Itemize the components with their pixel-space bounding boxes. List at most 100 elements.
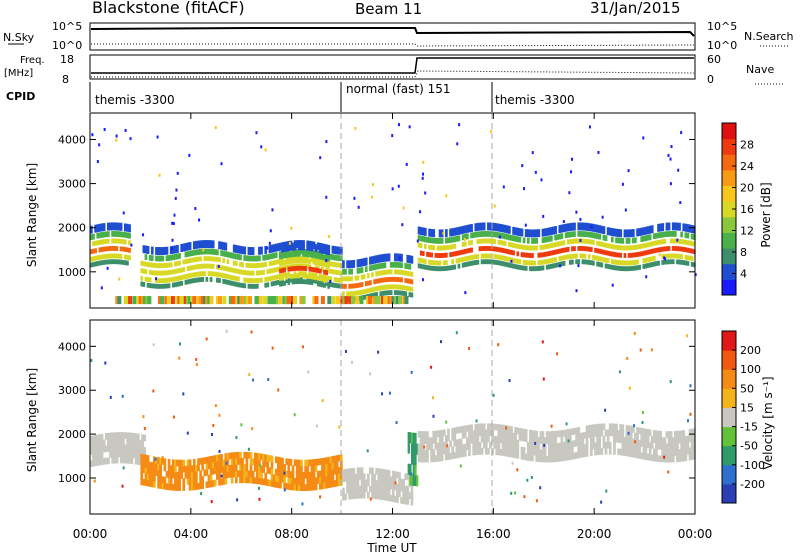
power-cell (665, 253, 669, 259)
power-cell (631, 245, 635, 251)
velocity-cell (146, 461, 150, 468)
power-cell (419, 263, 423, 269)
velocity-cell (688, 435, 692, 442)
power-cell (497, 223, 501, 232)
power-cell (600, 262, 604, 268)
velocity-cell (153, 468, 156, 476)
power-cell (348, 268, 351, 275)
power-cell (402, 270, 405, 276)
power-cell (283, 243, 286, 252)
power-cell (531, 266, 534, 272)
power-cell (592, 239, 595, 245)
power-cell (249, 247, 253, 256)
velocity-cell (432, 455, 436, 463)
power-cell (377, 254, 381, 263)
velocity-cell (167, 465, 171, 472)
power-cell (377, 270, 381, 276)
power-cell (188, 278, 192, 284)
power-cell (554, 242, 557, 248)
power-cell (571, 231, 574, 238)
velocity-cell (134, 451, 138, 459)
velocity-noise (344, 349, 347, 353)
velocity-cell (671, 449, 675, 457)
velocity-cell (550, 449, 553, 457)
velocity-noise (633, 424, 636, 428)
velocity-cell (650, 442, 654, 449)
velocity-cell (207, 456, 211, 464)
power-cell (211, 271, 215, 277)
velocity-cell (594, 442, 597, 450)
power-cell (304, 279, 307, 285)
nsearch-tick-low: 10^0 (707, 39, 737, 52)
velocity-cell (554, 430, 557, 438)
velocity-cell (627, 437, 631, 445)
velocity-cell (541, 437, 545, 444)
power-cell (270, 244, 274, 253)
velocity-cell (547, 455, 551, 463)
power-cell (323, 246, 326, 255)
power-cell (373, 286, 376, 292)
power-cell (587, 259, 591, 265)
colorbar-tick-label: 100 (740, 363, 761, 376)
power-cell (400, 253, 403, 262)
velocity-cell (153, 462, 156, 470)
velocity-cell (615, 429, 618, 437)
power-near-range (192, 296, 197, 305)
velocity-cell (163, 482, 167, 490)
power-cell (470, 232, 473, 239)
velocity-cell (230, 458, 234, 466)
power-noise (419, 210, 422, 214)
velocity-cell (676, 455, 679, 463)
velocity-noise (605, 489, 608, 493)
power-cell (241, 246, 244, 255)
velocity-cell (571, 428, 574, 435)
velocity-cell (310, 465, 314, 473)
velocity-cell (468, 430, 471, 438)
power-cell (646, 263, 650, 268)
power-cell (617, 245, 620, 250)
velocity-cell (272, 480, 276, 488)
power-cell (128, 224, 131, 233)
power-cell (232, 244, 236, 253)
power-cell (602, 234, 606, 241)
velocity-cell (640, 440, 644, 447)
velocity-cell (283, 476, 286, 484)
power-noise (523, 187, 526, 191)
power-cell (419, 258, 423, 264)
power-cell (153, 270, 156, 276)
power-cell (410, 286, 414, 292)
power-cell (356, 290, 360, 296)
power-cell (667, 246, 671, 251)
velocity-cell (583, 450, 587, 458)
velocity-cell (503, 431, 507, 438)
power-cell (373, 264, 376, 271)
velocity-cell (335, 473, 339, 481)
power-cell (190, 250, 194, 256)
power-cell (627, 237, 631, 244)
velocity-cell (638, 427, 641, 435)
power-cell (354, 275, 358, 281)
velocity-cell (692, 452, 696, 460)
velocity-cell (306, 484, 310, 491)
power-cell (610, 251, 614, 257)
velocity-cell (396, 483, 399, 491)
y-tick-label: 2000 (58, 222, 86, 235)
power-cell (589, 247, 593, 252)
power-cell (430, 260, 434, 265)
velocity-cell (424, 431, 427, 438)
velocity-noise (369, 497, 372, 501)
power-cell (491, 246, 494, 252)
power-cell (109, 259, 112, 265)
power-noise (129, 137, 132, 141)
velocity-noise (366, 449, 369, 453)
velocity-cell (615, 423, 618, 431)
power-cell (190, 257, 194, 263)
velocity-cell (387, 488, 391, 496)
velocity-cell (604, 447, 608, 455)
power-cell (306, 273, 310, 279)
velocity-cell (377, 474, 381, 482)
power-noise (642, 136, 645, 140)
power-cell (398, 262, 401, 268)
power-cell (514, 258, 518, 264)
power-noise (188, 153, 191, 157)
